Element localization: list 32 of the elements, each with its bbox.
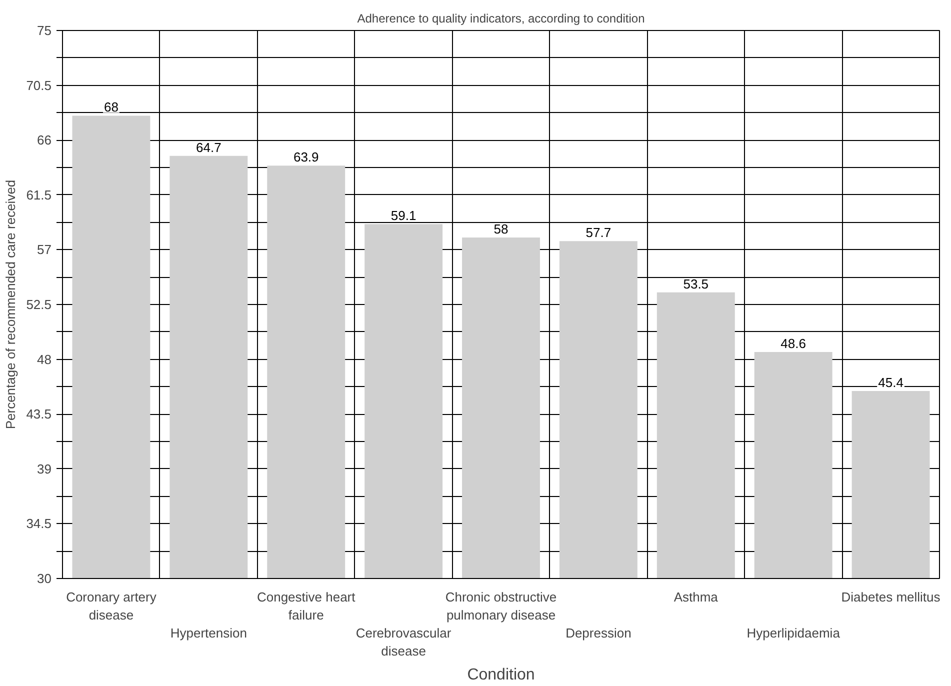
y-tick-label: 30	[37, 571, 52, 586]
data-label: 48.6	[780, 336, 806, 351]
data-label: 64.7	[196, 140, 222, 155]
x-tick-label: Congestive heart failure	[256, 590, 356, 622]
x-tick-label: Depression	[566, 626, 632, 640]
y-tick-label: 70.5	[26, 78, 52, 93]
data-label: 45.4	[878, 374, 904, 390]
y-tick-label: 39	[37, 461, 52, 476]
x-tick-label: Asthma	[674, 590, 719, 604]
data-label: 53.5	[683, 276, 709, 292]
x-tick-label: Hyperlipidaemia	[746, 626, 841, 640]
y-tick-label: 48	[37, 352, 52, 367]
chart-title: Adherence to quality indicators, according to condition	[357, 12, 645, 26]
x-tick-label: Chronic obstructive pulmonary disease	[445, 590, 557, 622]
x-tick-label: Hypertension	[170, 626, 247, 640]
y-tick-label: 34.5	[26, 516, 52, 532]
y-tick-label: 66	[37, 132, 52, 148]
x-tick-label: Diabetes mellitus	[841, 590, 941, 604]
data-label: 63.9	[293, 150, 319, 165]
y-tick-label: 52.5	[26, 297, 52, 312]
y-tick-label: 43.5	[26, 406, 52, 422]
data-label: 59.1	[390, 208, 416, 224]
y-axis-title: Percentage of recommended care received	[3, 180, 18, 430]
data-label: 68	[104, 100, 118, 115]
x-tick-label: Coronary artery disease	[66, 590, 157, 622]
x-tick-label: Cerebrovascular disease	[356, 626, 452, 658]
data-label: 58	[494, 222, 508, 237]
y-tick-label: 75	[37, 23, 52, 38]
y-tick-label: 57	[37, 242, 52, 258]
y-tick-label: 61.5	[26, 187, 52, 202]
x-axis-title: Condition	[467, 666, 535, 684]
data-label: 57.7	[586, 225, 612, 240]
